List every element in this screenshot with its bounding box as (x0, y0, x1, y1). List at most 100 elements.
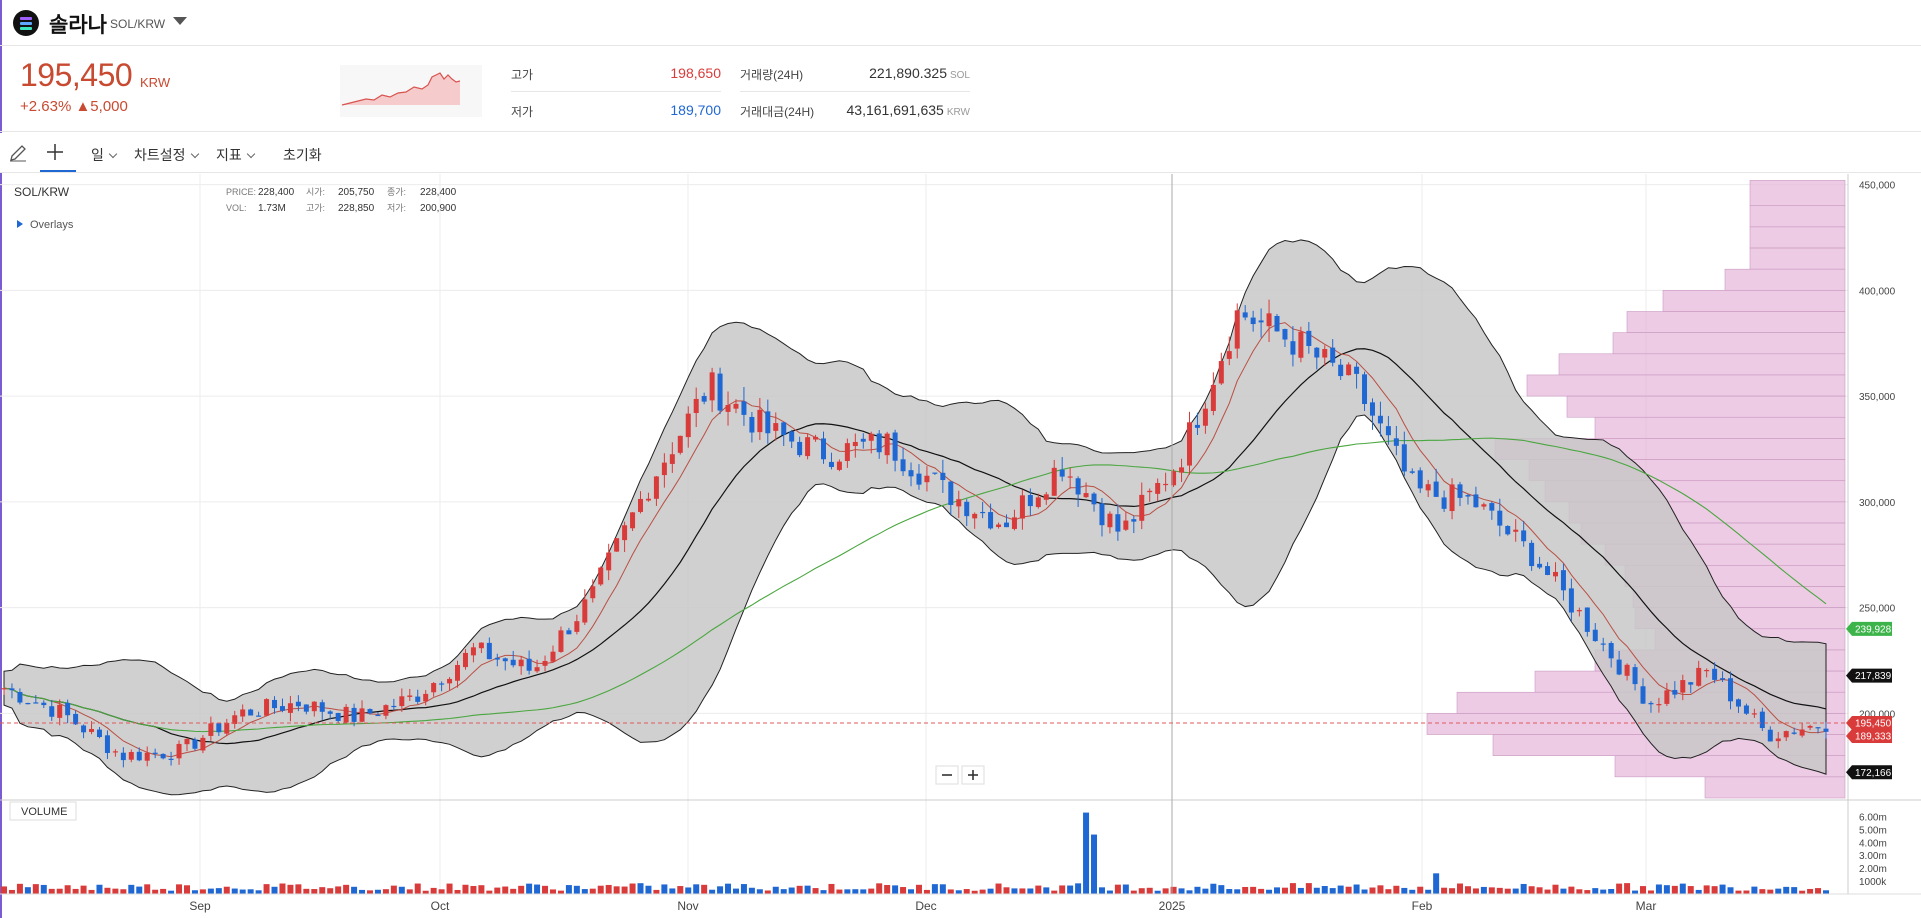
volume-bar (645, 885, 652, 894)
y-tick-label: 200,000 (1859, 709, 1896, 720)
volume-bar (1457, 883, 1464, 894)
volume-bar (1472, 888, 1479, 894)
y-tick-label: 250,000 (1859, 604, 1896, 615)
period-dropdown[interactable]: 일 (91, 145, 118, 165)
candle-body (1751, 713, 1757, 715)
volume-bar (1146, 887, 1153, 894)
legend-high-label: 고가: (306, 203, 325, 213)
chart-settings-dropdown[interactable]: 차트설정 (134, 145, 199, 165)
candle-body (868, 433, 874, 441)
candle-body (1322, 349, 1328, 358)
candle-body (1656, 704, 1662, 706)
candle-body (1314, 347, 1320, 358)
low-value: 189,700 (670, 102, 721, 118)
candle-body (590, 586, 596, 599)
reset-button[interactable]: 초기화 (283, 147, 322, 163)
volume-bar (1067, 885, 1074, 894)
axes: 450,000 400,000 350,000 300,000 250,000 200,0… (0, 174, 1921, 913)
volume-bar (1027, 888, 1034, 894)
amount-value: 43,161,691,635 (846, 102, 944, 118)
volume-bar (1098, 887, 1105, 894)
candle-body (272, 699, 278, 709)
volume-bar (1409, 889, 1416, 894)
volume-bar (1647, 890, 1654, 894)
volume-bar (844, 889, 851, 894)
volume-bar (732, 888, 739, 894)
volume-bar (1815, 888, 1822, 894)
candle-body (805, 437, 811, 457)
candle-body (399, 696, 405, 707)
volume-bar (207, 888, 214, 894)
volume-bar (1329, 888, 1336, 894)
candle-body (1, 688, 7, 690)
low-label: 저가 (511, 105, 534, 119)
profile-bar (1704, 776, 1846, 799)
band-area (3, 239, 1827, 796)
volume-bar (1751, 886, 1758, 894)
volume-bar (653, 889, 660, 894)
price-tag-label: 195,450 (1855, 719, 1892, 730)
volume-bar (1321, 886, 1328, 894)
candle-body (1576, 610, 1582, 612)
candle-body (447, 678, 453, 684)
x-tick-label: Feb (1412, 899, 1433, 913)
volume-tick-label: 3.00m (1859, 851, 1887, 862)
volume-bar (64, 885, 71, 894)
volume-bar (446, 883, 453, 894)
price-tag-label: 189,333 (1855, 731, 1892, 742)
candle-body (836, 461, 842, 470)
active-tool-indicator (40, 170, 76, 172)
volume-bar (772, 886, 779, 894)
candle-body (821, 438, 827, 460)
candle-body (717, 373, 723, 411)
candle-body (797, 441, 803, 456)
candle-body (1155, 482, 1161, 494)
volume-bar (1289, 883, 1296, 894)
volume-bar (398, 886, 405, 894)
candle-body (423, 693, 429, 702)
volume-bar (303, 888, 310, 894)
candle-body (232, 715, 238, 724)
volume-bar (908, 889, 915, 894)
volume-bar (1130, 890, 1137, 894)
candle-body (1338, 364, 1344, 377)
coin-select-caret-icon[interactable] (173, 17, 187, 25)
volume-bar (1711, 886, 1718, 894)
candle-body (661, 462, 667, 476)
volume-bar (1767, 889, 1774, 894)
volume-bar (963, 889, 970, 894)
volume-bar (215, 888, 222, 894)
volume-bar (1727, 887, 1734, 894)
volume-tick-label: 5.00m (1859, 825, 1887, 836)
crosshair-icon[interactable] (45, 142, 65, 162)
candle-body (1449, 484, 1455, 512)
volume-bar (1655, 884, 1662, 894)
volume-bar (1560, 888, 1567, 894)
indicators-dropdown[interactable]: 지표 (216, 145, 256, 165)
candle-body (1640, 686, 1646, 704)
profile-bar (1594, 416, 1846, 439)
volume-bar (199, 889, 206, 894)
candle-body (956, 499, 962, 507)
candle-body (1513, 529, 1519, 532)
volume-bar (780, 889, 787, 894)
candle-body (1210, 384, 1216, 411)
volume-bar (1775, 888, 1782, 894)
volume-bar (1138, 888, 1145, 894)
candle-body (781, 422, 787, 435)
price-chart[interactable]: 450,000 400,000 350,000 300,000 250,000 200,0… (0, 174, 1921, 918)
price-tag-label: 239,928 (1855, 624, 1892, 635)
volume-bar (271, 886, 278, 894)
volume-bar (1377, 885, 1384, 894)
volume-bar (605, 884, 612, 894)
volume-bar (1393, 885, 1400, 894)
candle-body (128, 752, 134, 760)
candle-body (1242, 312, 1248, 318)
chart-settings-label: 차트설정 (134, 147, 186, 163)
candle-body (104, 735, 110, 753)
candle-body (264, 699, 270, 716)
pencil-icon[interactable] (8, 143, 28, 163)
volume-bar (366, 890, 373, 894)
volume-bar (740, 884, 747, 894)
legend-vol-label: VOL: (226, 203, 247, 213)
